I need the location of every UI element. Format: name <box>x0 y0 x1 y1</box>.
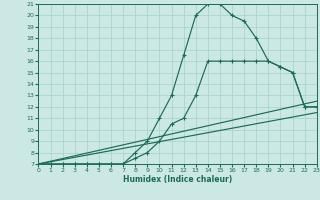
X-axis label: Humidex (Indice chaleur): Humidex (Indice chaleur) <box>123 175 232 184</box>
